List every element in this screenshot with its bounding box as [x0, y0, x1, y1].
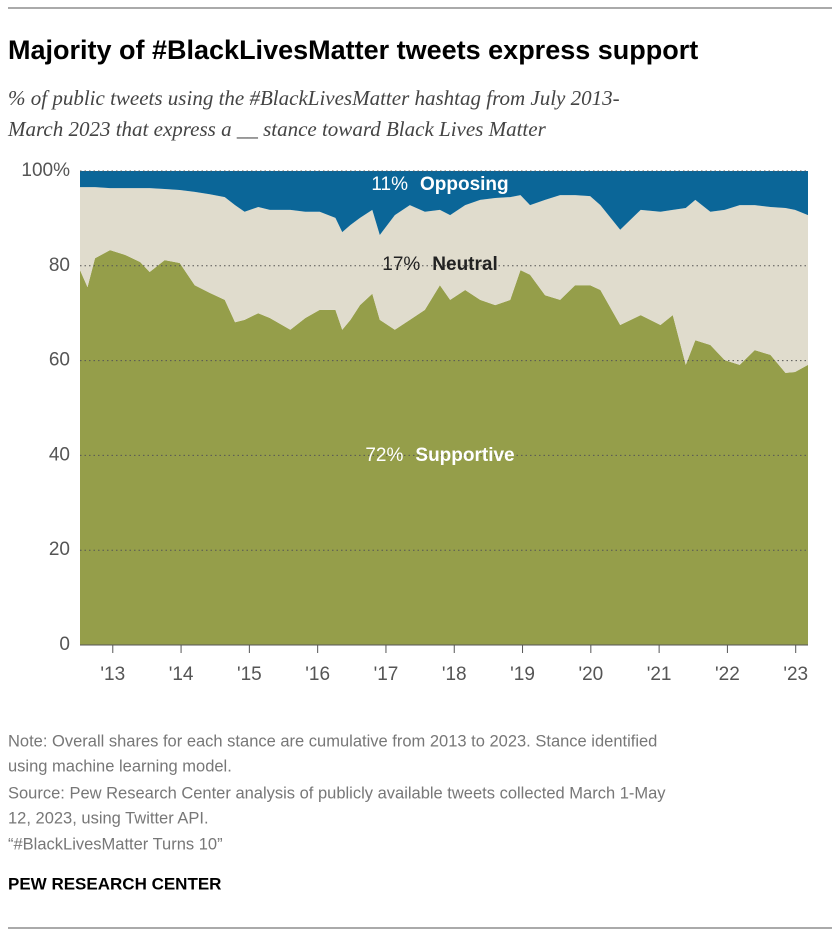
- area: [80, 250, 808, 645]
- x-tick-label: '22: [715, 664, 740, 685]
- x-tick-label: '16: [305, 664, 330, 685]
- note: Source: Pew Research Center analysis of …: [8, 784, 666, 802]
- share-label: 17%: [382, 254, 420, 275]
- brand: PEW RESEARCH CENTER: [8, 874, 221, 893]
- note: using machine learning model.: [8, 757, 232, 775]
- x-tick-label: '15: [237, 664, 262, 685]
- series-label: 17% Neutral: [382, 254, 498, 275]
- x-tick-label: '20: [578, 664, 603, 685]
- note: Note: Overall shares for each stance are…: [8, 732, 657, 750]
- overlay: 72% Supportive 17% Neutral 11% Opposing: [80, 170, 808, 653]
- series-label: 11% Opposing: [371, 174, 508, 195]
- plot: [80, 171, 808, 645]
- y-tick-label: 80: [49, 255, 70, 276]
- y-tick-label: 60: [49, 350, 70, 371]
- series-label: 72% Supportive: [365, 445, 514, 466]
- chart-title: Majority of #BlackLivesMatter tweets exp…: [8, 35, 698, 65]
- y-tick-label: 40: [49, 444, 70, 465]
- x-tick-label: '17: [374, 664, 399, 685]
- x-tick-label: '18: [442, 664, 467, 685]
- area: [80, 171, 808, 235]
- share-label: 72%: [365, 445, 403, 466]
- series-name: Opposing: [420, 174, 509, 195]
- x-tick-label: '14: [169, 664, 194, 685]
- y-tick-label: 20: [49, 539, 70, 560]
- x-tick-label: '23: [783, 664, 808, 685]
- area: [80, 187, 808, 373]
- share-label: 11%: [371, 174, 408, 195]
- note: “#BlackLivesMatter Turns 10”: [8, 835, 223, 853]
- x-tick-label: '21: [647, 664, 672, 685]
- subtitle: March 2023 that express a __ stance towa…: [7, 117, 547, 141]
- series-name: Supportive: [415, 445, 514, 466]
- series-name: Neutral: [432, 254, 497, 275]
- subtitle: % of public tweets using the #BlackLives…: [8, 86, 620, 110]
- note: 12, 2023, using Twitter API.: [8, 809, 209, 827]
- x-tick-label: '13: [100, 664, 125, 685]
- x-tick-label: '19: [510, 664, 535, 685]
- y-tick-label: 100%: [21, 160, 70, 181]
- y-tick-label: 0: [59, 634, 70, 655]
